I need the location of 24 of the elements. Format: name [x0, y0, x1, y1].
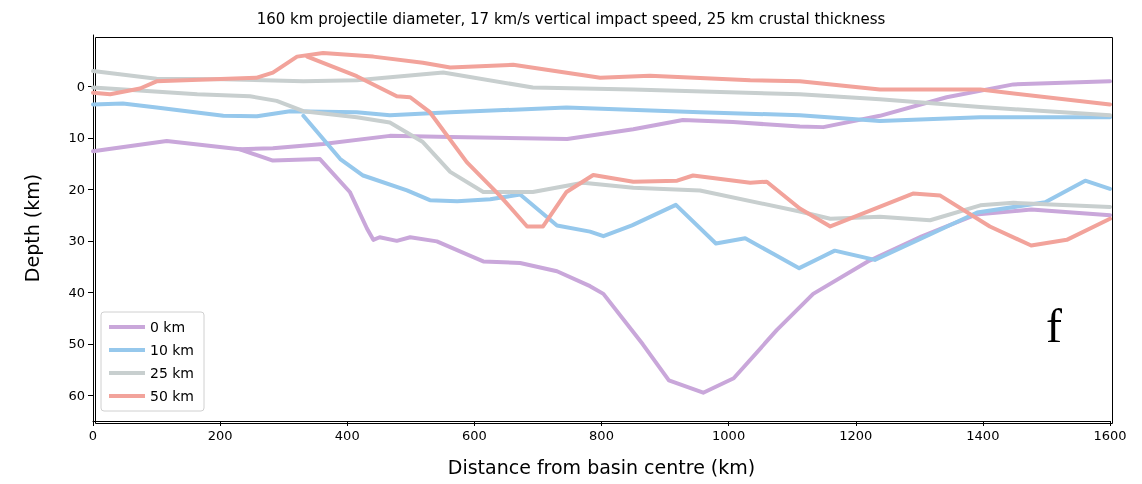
- x-tick-label: 600: [461, 428, 487, 443]
- y-tick-label: 30: [68, 233, 85, 249]
- annotation: f: [1046, 298, 1063, 352]
- x-tick-label: 0: [88, 428, 98, 443]
- legend-label: 25 km: [150, 365, 195, 381]
- x-tick-label: 200: [207, 428, 233, 443]
- chart-title: 160 km projectile diameter, 17 km/s vertical impact speed, 25 km crustal thickness: [256, 9, 886, 28]
- x-tick-label: 1000: [712, 428, 746, 443]
- x-axis-title: Distance from basin centre (km): [447, 455, 756, 478]
- y-tick-label: 0: [76, 78, 85, 94]
- y-tick-label: 40: [68, 284, 85, 300]
- legend-label: 10 km: [150, 342, 195, 358]
- y-axis-title: Depth (km): [20, 173, 43, 283]
- x-tick-label: 1600: [1093, 428, 1127, 443]
- y-tick-label: 10: [68, 130, 85, 146]
- y-tick-label: 60: [68, 387, 85, 403]
- x-tick-label: 800: [589, 428, 614, 443]
- legend-label: 0 km: [150, 319, 186, 335]
- x-tick-label: 1200: [839, 428, 873, 443]
- x-tick-label: 400: [334, 428, 360, 443]
- x-tick-label: 1400: [966, 428, 1000, 443]
- y-tick-label: 20: [68, 181, 85, 197]
- legend-label: 50 km: [150, 388, 195, 404]
- y-tick-label: 50: [68, 336, 85, 352]
